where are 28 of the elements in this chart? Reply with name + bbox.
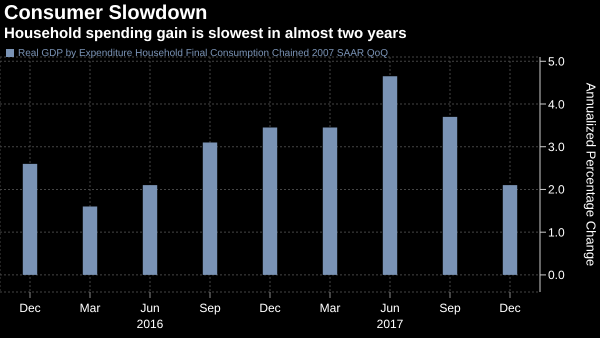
y-tick-label: 5.0 (548, 54, 566, 69)
bar (142, 185, 158, 275)
bar (442, 116, 458, 275)
x-tick-label: Mar (320, 301, 340, 315)
bar (322, 128, 338, 275)
x-tick-label: Sep (199, 301, 221, 315)
x-tick-label: Dec (499, 301, 521, 315)
chart-subtitle: Household spending gain is slowest in almost two years (3, 25, 408, 42)
bar (82, 206, 98, 275)
y-tick-label: 0.0 (548, 268, 566, 282)
bar (502, 185, 518, 275)
x-tick-label: Dec (259, 301, 281, 315)
x-tick-label: Mar (80, 301, 100, 315)
chart-title: Consumer Slowdown (3, 1, 208, 25)
legend-label: Real GDP by Expenditure Household Final Consumption Chained 2007 SAAR QoQ (18, 48, 388, 59)
bar (22, 164, 38, 275)
bar (382, 76, 398, 275)
y-tick-label: 1.0 (548, 225, 566, 240)
x-tick-label: Sep (439, 301, 461, 315)
y-tick-label: 3.0 (548, 140, 566, 154)
bar (202, 142, 218, 275)
bar (262, 128, 278, 275)
x-tick-label: Jun 2017 (376, 301, 404, 331)
y-tick-label: 2.0 (548, 182, 566, 197)
x-tick-label: Jun 2016 (136, 301, 164, 331)
y-axis-title: Annualized Percentage Change (583, 82, 598, 266)
y-tick-label: 4.0 (548, 97, 566, 112)
x-tick-label: Dec (19, 301, 41, 315)
